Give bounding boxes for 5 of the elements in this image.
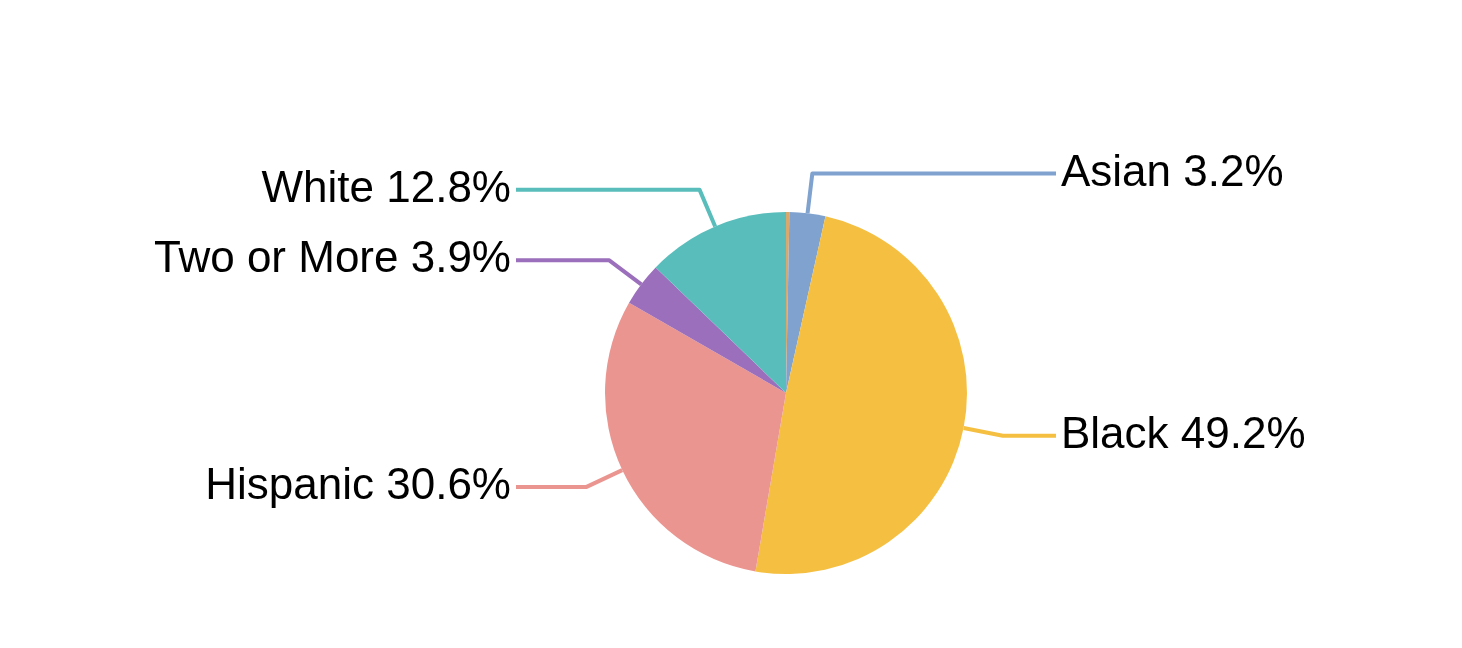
- slice-label: White 12.8%: [261, 161, 511, 211]
- slice-label: Two or More 3.9%: [153, 232, 511, 282]
- slice-label: Hispanic 30.6%: [205, 459, 511, 509]
- slice-label: Black 49.2%: [1061, 407, 1306, 457]
- slice-label: Asian 3.2%: [1061, 145, 1284, 195]
